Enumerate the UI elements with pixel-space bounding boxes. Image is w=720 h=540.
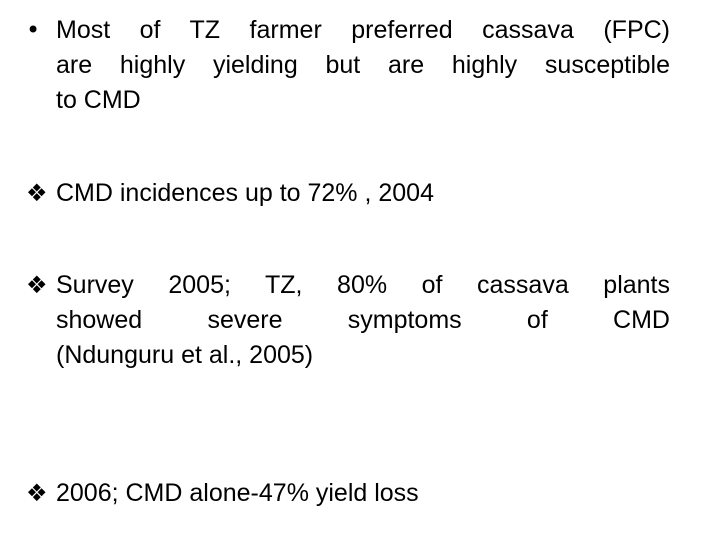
bullet-marker: ❖ [26, 271, 48, 299]
text-line: 2006; CMD alone-47% yield loss [56, 479, 419, 507]
text-line: (Ndunguru et al., 2005) [56, 341, 314, 369]
text-line: Most of TZ farmer preferred cassava (FPC… [56, 16, 670, 44]
bullet-text: CMD incidences up to 72% , 2004 [56, 176, 670, 211]
text-line: CMD incidences up to 72% , 2004 [56, 179, 434, 207]
bullet-marker: • [26, 16, 41, 44]
text-line: Survey 2005; TZ, 80% of cassava plants [56, 271, 670, 299]
bullet-marker: ❖ [26, 479, 48, 507]
text-line: to CMD [56, 86, 141, 114]
bullet-text: Most of TZ farmer preferred cassava (FPC… [56, 13, 670, 118]
bullet-text: Survey 2005; TZ, 80% of cassava plants sh… [56, 268, 670, 373]
bullet-text: 2006; CMD alone-47% yield loss [56, 476, 670, 511]
text-line: are highly yielding but are highly susce… [56, 51, 670, 79]
text-line: showed severe symptoms of CMD [56, 306, 670, 334]
bullet-marker: ❖ [26, 179, 48, 207]
